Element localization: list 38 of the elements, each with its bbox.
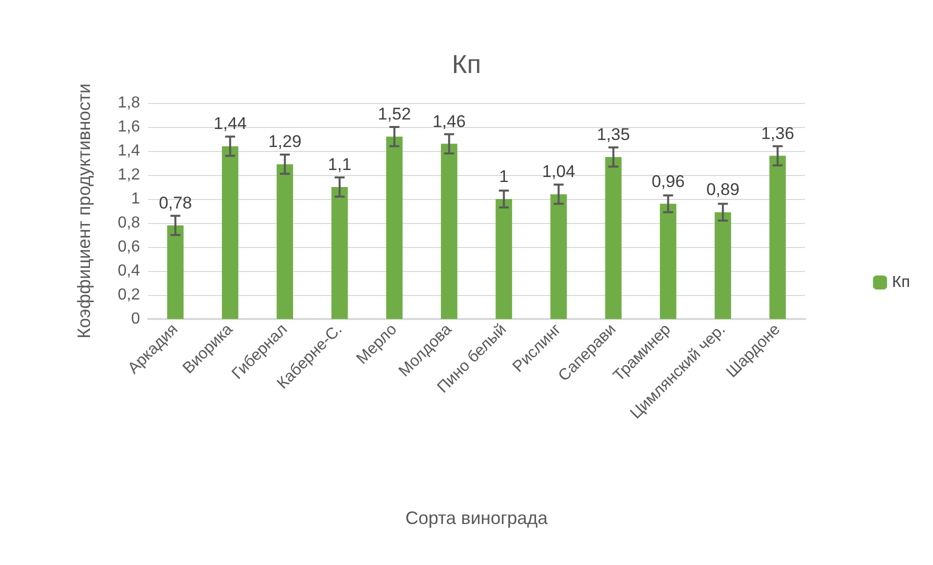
- chart-title: Кп: [452, 49, 482, 79]
- bar: [440, 144, 458, 319]
- data-label: 1: [499, 167, 509, 186]
- bar: [276, 164, 294, 319]
- data-label: 1,46: [432, 112, 466, 131]
- data-label: 1,36: [761, 124, 794, 143]
- legend-label: Кп: [892, 274, 910, 291]
- data-label: 1,44: [214, 114, 247, 134]
- data-label: 0,96: [652, 172, 685, 191]
- data-label: 1,04: [542, 162, 576, 182]
- y-tick-label: 1,8: [118, 94, 140, 112]
- bar: [714, 212, 732, 319]
- data-label: 1,1: [328, 155, 352, 174]
- bar: [769, 156, 786, 319]
- bar: [605, 157, 622, 319]
- data-label: 0,89: [706, 180, 740, 200]
- y-tick-label: 0,4: [118, 262, 140, 280]
- y-tick-label: 0,6: [118, 238, 140, 256]
- bar: [222, 146, 238, 319]
- data-label: 1,35: [596, 125, 630, 144]
- bar: [386, 136, 403, 319]
- data-label: 1,29: [268, 132, 302, 152]
- y-tick-label: 0,8: [118, 214, 140, 232]
- data-label: 1,52: [378, 104, 411, 124]
- y-tick-label: 1,4: [118, 142, 140, 160]
- y-tick-label: 1,2: [118, 166, 140, 184]
- bar: [167, 225, 184, 319]
- bar: [660, 204, 676, 319]
- data-label: 0,78: [158, 193, 192, 212]
- y-tick-label: 0: [131, 310, 140, 328]
- y-tick-label: 1,6: [118, 118, 140, 136]
- y-tick-label: 0,2: [118, 286, 140, 304]
- bar: [331, 187, 348, 319]
- y-tick-label: 1: [131, 190, 140, 208]
- bar: [550, 194, 567, 319]
- bar: [496, 199, 512, 319]
- y-axis-title: Коэффициент продуктивности: [74, 84, 94, 338]
- x-axis-title: Сорта винограда: [405, 508, 549, 528]
